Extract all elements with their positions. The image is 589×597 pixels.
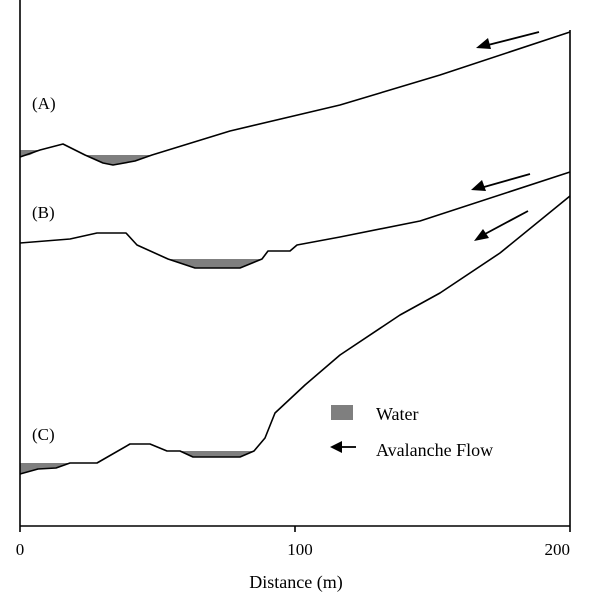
panel-b-label: (B) [32, 203, 55, 222]
x-tick-label-100: 100 [287, 540, 313, 559]
x-axis-title: Distance (m) [249, 572, 342, 593]
panel-b-flow-arrow [471, 173, 531, 191]
panel-c-flow-arrow [474, 210, 529, 241]
panel-b-water [168, 259, 262, 268]
panel-a-profile [19, 31, 571, 166]
axes: 0 100 200 Distance (m) [16, 0, 571, 593]
water-swatch-icon [331, 405, 353, 420]
panel-a-flow-arrow [476, 31, 540, 49]
legend-flow-label: Avalanche Flow [376, 440, 493, 460]
panel-b: (B) [19, 171, 571, 269]
panel-c-profile [19, 195, 571, 475]
legend: Water Avalanche Flow [330, 404, 493, 460]
panel-a: (A) [19, 31, 571, 166]
panel-a-water-main [85, 155, 152, 165]
panel-a-label: (A) [32, 94, 56, 113]
panel-b-profile [19, 171, 571, 269]
legend-water-label: Water [376, 404, 419, 424]
arrow-left-icon [330, 441, 356, 453]
x-tick-label-200: 200 [545, 540, 571, 559]
panel-c: (C) [19, 195, 571, 475]
panel-c-label: (C) [32, 425, 55, 444]
panel-c-water-main [180, 451, 254, 457]
x-tick-label-0: 0 [16, 540, 25, 559]
